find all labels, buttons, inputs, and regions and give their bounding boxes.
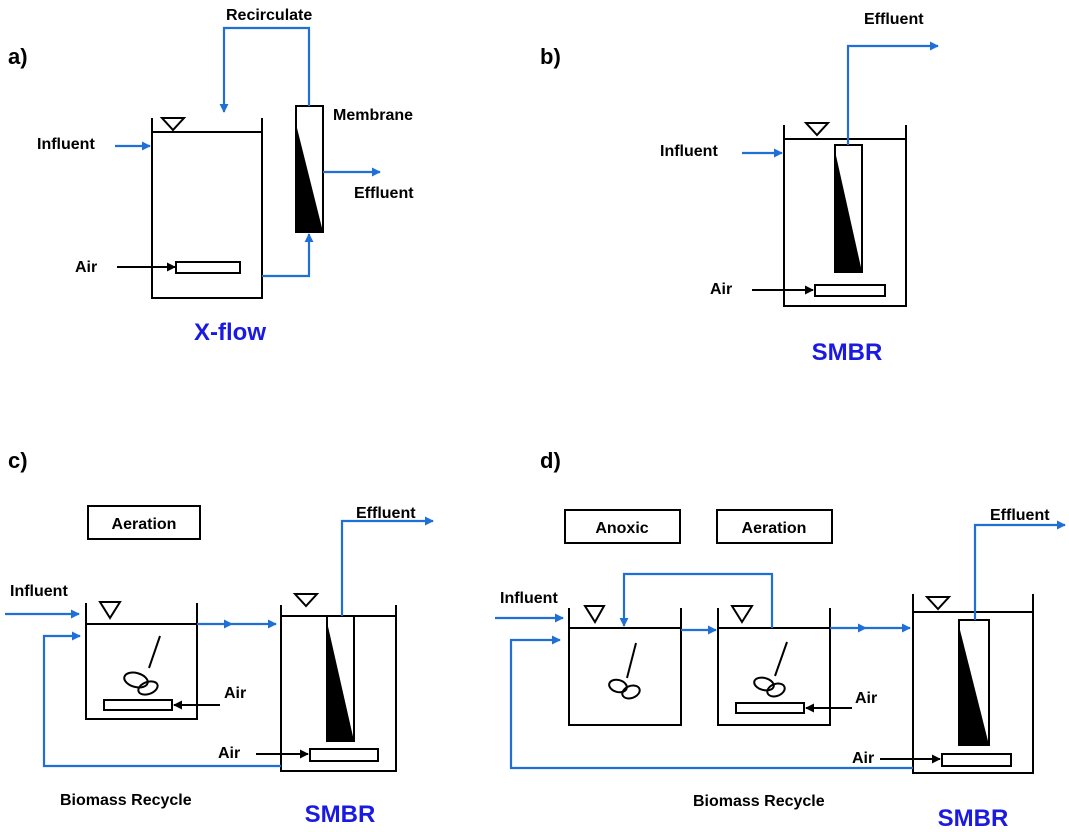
panel-d-anoxic-mixer-icon bbox=[608, 642, 641, 700]
panel-a-recirculate-arrow bbox=[219, 26, 311, 113]
panel-c-aeration-water-level-icon bbox=[98, 601, 122, 620]
panel-d-caption: SMBR bbox=[938, 805, 1009, 832]
panel-d-anoxic-water-level-icon bbox=[583, 605, 606, 624]
panel-d-air-label: Air bbox=[855, 690, 877, 707]
panel-c-membrane-air-label: Air bbox=[218, 745, 240, 762]
panel-b-tag: b) bbox=[540, 44, 561, 69]
panel-a-water-level-icon bbox=[159, 117, 187, 132]
panel-d-aeration-mixer-icon bbox=[753, 641, 788, 698]
panel-d: d) Anoxic Aeration Air bbox=[495, 448, 1066, 832]
panel-a-influent-label: Influent bbox=[37, 136, 95, 153]
panel-c: c) Aeration Air Air Influent Effluent bbox=[5, 448, 434, 828]
panel-d-effluent-label: Effluent bbox=[990, 507, 1050, 524]
panel-a-tag: a) bbox=[8, 44, 28, 69]
panel-a-membrane-label: Membrane bbox=[333, 107, 413, 124]
panel-b-influent-label: Influent bbox=[660, 143, 718, 160]
panel-d-aeration-label: Aeration bbox=[742, 520, 807, 537]
panel-b-tank bbox=[783, 125, 907, 307]
panel-d-aeration-water-level-icon bbox=[730, 605, 754, 624]
panel-d-diffuser bbox=[735, 702, 805, 714]
panel-d-membrane-water-level-icon bbox=[924, 596, 952, 611]
panel-c-recycle-label: Biomass Recycle bbox=[60, 792, 192, 809]
panel-d-aeration-box bbox=[716, 509, 833, 544]
panel-c-aeration-box bbox=[87, 505, 201, 540]
panel-d-anoxic-label: Anoxic bbox=[595, 520, 648, 537]
panel-c-aeration-label: Aeration bbox=[112, 516, 177, 533]
panel-c-biomass-recycle-arrow bbox=[42, 631, 281, 768]
panel-a-caption: X-flow bbox=[194, 319, 266, 346]
panel-d-influent-label: Influent bbox=[500, 590, 558, 607]
panel-c-diffuser bbox=[103, 699, 173, 711]
panel-b-effluent-arrow bbox=[846, 41, 939, 145]
panel-c-mixer-icon bbox=[123, 635, 161, 696]
panel-b-air-label: Air bbox=[710, 281, 732, 298]
panel-b-water-level-icon bbox=[803, 122, 831, 137]
panel-a-feed-to-membrane-arrow bbox=[262, 233, 314, 278]
panel-d-anoxic-box bbox=[564, 509, 681, 544]
panel-c-effluent-arrow bbox=[340, 516, 434, 616]
panel-d-internal-recycle-arrow bbox=[619, 572, 774, 628]
panel-d-membrane-air-label: Air bbox=[852, 750, 874, 767]
panel-d-membrane-tank bbox=[912, 594, 1034, 774]
panel-c-membrane-water-level-icon bbox=[292, 593, 320, 608]
panel-d-membrane-fill bbox=[959, 626, 989, 745]
panel-b: b) Effluent Influent Air SMBR bbox=[540, 11, 939, 366]
panel-c-caption: SMBR bbox=[305, 801, 376, 828]
panel-a-recirculate-label: Recirculate bbox=[226, 7, 312, 24]
panel-a-tank bbox=[151, 118, 263, 299]
panel-a-air-label: Air bbox=[75, 259, 97, 276]
panel-a-diffuser bbox=[175, 261, 241, 274]
panel-d-biomass-recycle-arrow bbox=[509, 635, 913, 770]
panel-b-caption: SMBR bbox=[812, 339, 883, 366]
panel-b-membrane-fill bbox=[835, 151, 862, 272]
panel-b-effluent-label: Effluent bbox=[864, 11, 924, 28]
panel-c-air-label: Air bbox=[224, 685, 246, 702]
panel-a-membrane-fill bbox=[296, 124, 323, 232]
panel-c-aeration-tank bbox=[85, 603, 198, 720]
panel-d-tag: d) bbox=[540, 448, 561, 473]
panel-d-recycle-label: Biomass Recycle bbox=[693, 793, 825, 810]
panel-d-membrane-diffuser bbox=[941, 753, 1012, 767]
panel-d-aeration-tank bbox=[717, 608, 831, 726]
panel-c-membrane-fill bbox=[327, 622, 354, 741]
panel-d-anoxic-tank bbox=[568, 608, 682, 726]
panel-d-effluent-arrow bbox=[973, 520, 1066, 620]
panel-c-influent-label: Influent bbox=[10, 583, 68, 600]
panel-c-effluent-label: Effluent bbox=[356, 505, 416, 522]
panel-a-effluent-label: Effluent bbox=[354, 185, 414, 202]
panel-a: a) Recirculate Membrane Influent Effluen… bbox=[8, 7, 414, 346]
panel-b-diffuser bbox=[814, 284, 886, 297]
panel-c-membrane-tank bbox=[280, 605, 397, 772]
panel-c-tag: c) bbox=[8, 448, 28, 473]
panel-c-membrane-diffuser bbox=[309, 748, 379, 762]
